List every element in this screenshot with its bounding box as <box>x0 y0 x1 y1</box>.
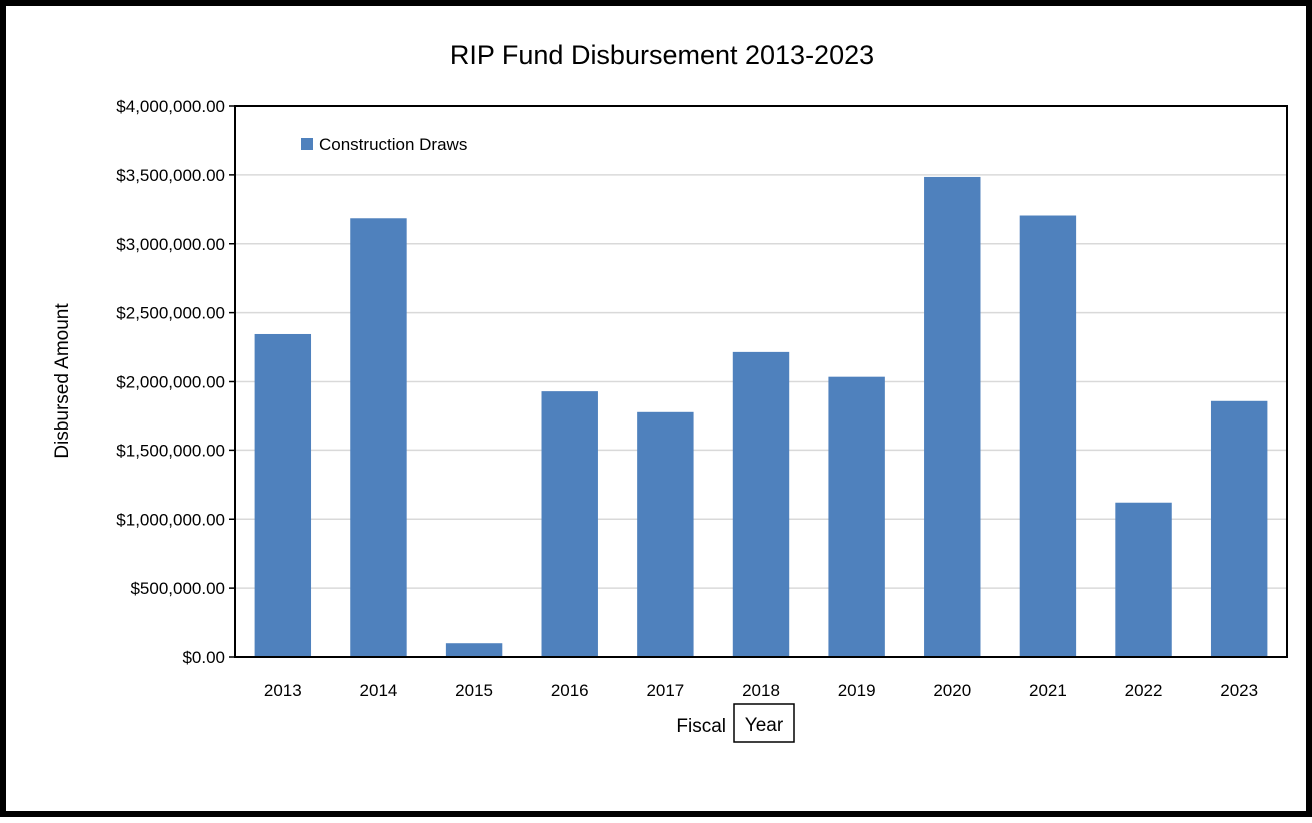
y-tick-label: $0.00 <box>182 648 225 667</box>
bar-2015 <box>445 643 503 657</box>
x-axis-title-box <box>733 703 795 743</box>
x-tick-label: 2017 <box>646 681 684 700</box>
y-tick-label: $2,000,000.00 <box>116 373 225 392</box>
x-axis-title: Fiscal <box>676 716 726 737</box>
x-tick-label: 2016 <box>551 681 589 700</box>
y-tick-label: $3,000,000.00 <box>116 235 225 254</box>
y-tick-label: $1,000,000.00 <box>116 510 225 529</box>
chart-title: RIP Fund Disbursement 2013-2023 <box>450 40 874 70</box>
y-axis-title: Disbursed Amount <box>52 303 73 459</box>
x-tick-label: 2023 <box>1220 681 1258 700</box>
y-tick-label: $4,000,000.00 <box>116 97 225 116</box>
bars <box>254 176 1268 658</box>
bar-2019 <box>828 376 885 657</box>
x-tick-label: 2022 <box>1125 681 1163 700</box>
x-tick-label: 2013 <box>264 681 302 700</box>
legend-label: Construction Draws <box>319 135 467 154</box>
bar-2013 <box>254 333 312 657</box>
legend: Construction Draws <box>301 135 467 154</box>
x-tick-label: 2014 <box>360 681 398 700</box>
x-tick-label: 2018 <box>742 681 780 700</box>
bar-2017 <box>637 411 694 657</box>
y-tick-label: $1,500,000.00 <box>116 441 225 460</box>
legend-swatch <box>301 138 313 150</box>
x-tick-label: 2019 <box>838 681 876 700</box>
bar-2022 <box>1115 502 1172 657</box>
bar-2021 <box>1019 215 1077 658</box>
x-tick-label: 2021 <box>1029 681 1067 700</box>
y-tick-label: $3,500,000.00 <box>116 166 225 185</box>
bar-2020 <box>924 176 981 657</box>
y-axis-ticks: $0.00 $500,000.00 $1,000,000.00 $1,500,000.… <box>116 97 235 667</box>
y-tick-label: $2,500,000.00 <box>116 304 225 323</box>
x-axis-ticks: 2013 2014 2015 2016 2017 2018 2019 2020 2021 2022… <box>264 681 1258 700</box>
bar-2018 <box>732 351 790 657</box>
x-tick-label: 2020 <box>933 681 971 700</box>
bar-2023 <box>1210 400 1268 657</box>
x-tick-label: 2015 <box>455 681 493 700</box>
chart-svg: RIP Fund Disbursement 2013-2023 $0.00 $50… <box>52 40 1288 743</box>
bar-2014 <box>350 218 407 658</box>
bar-2016 <box>541 391 598 657</box>
x-axis-title-boxed-word: Year <box>745 715 784 736</box>
y-tick-label: $500,000.00 <box>130 579 225 598</box>
